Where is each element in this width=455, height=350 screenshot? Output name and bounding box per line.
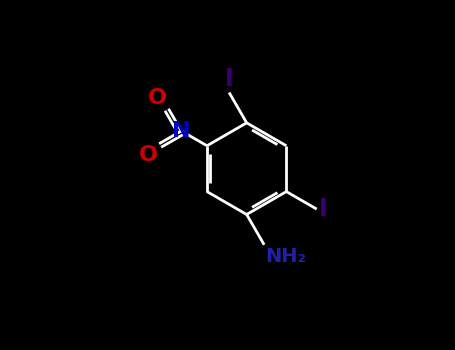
Text: I: I [225,67,233,91]
Text: O: O [148,88,167,108]
Text: O: O [139,145,158,165]
Text: N: N [172,121,191,141]
Text: NH₂: NH₂ [266,247,307,266]
Text: I: I [319,197,328,221]
